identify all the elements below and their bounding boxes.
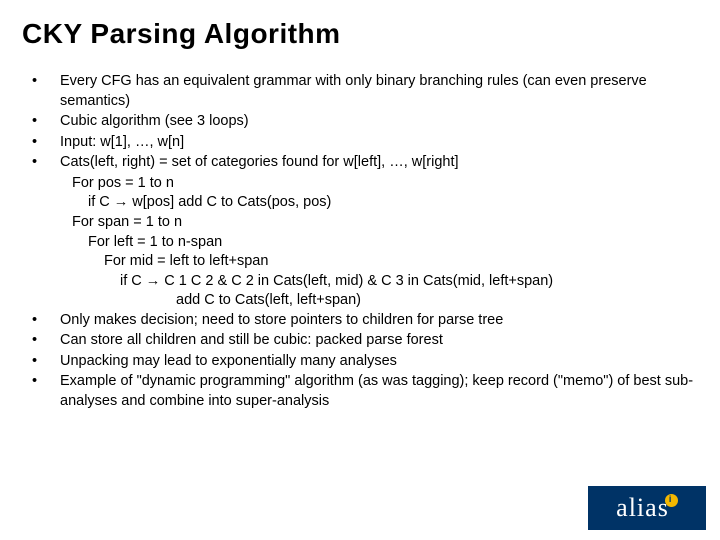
bullet-text: Cats(left, right) = set of categories fo… [60,153,700,173]
bullet-item: • Input: w[1], …, w[n] [30,133,700,153]
slide: CKY Parsing Algorithm • Every CFG has an… [0,0,720,540]
slide-content: • Every CFG has an equivalent grammar wi… [0,50,720,412]
bullet-text: Can store all children and still be cubi… [60,331,700,351]
bullet-text: Example of "dynamic programming" algorit… [60,372,700,411]
alias-logo: alias [588,486,706,530]
algo-line: For span = 1 to n [30,213,700,233]
bullet-text: Unpacking may lead to exponentially many… [60,352,700,372]
bullet-text: Every CFG has an equivalent grammar with… [60,72,700,111]
bullet-item: • Every CFG has an equivalent grammar wi… [30,72,700,111]
algo-line: For pos = 1 to n [30,174,700,194]
slide-title: CKY Parsing Algorithm [0,0,720,50]
bullet-icon: • [30,133,60,153]
bullet-item: • Can store all children and still be cu… [30,331,700,351]
bullet-text: Input: w[1], …, w[n] [60,133,700,153]
bullet-text: Cubic algorithm (see 3 loops) [60,112,700,132]
bullet-item: • Unpacking may lead to exponentially ma… [30,352,700,372]
bullet-icon: • [30,311,60,331]
algo-line: For mid = left to left+span [30,252,700,272]
algo-line: For left = 1 to n-span [30,233,700,253]
bullet-item: • Only makes decision; need to store poi… [30,311,700,331]
bullet-item: • Cubic algorithm (see 3 loops) [30,112,700,132]
algo-line: if C → C 1 C 2 & C 2 in Cats(left, mid) … [30,272,700,292]
bullet-text: Only makes decision; need to store point… [60,311,700,331]
bullet-item: • Example of "dynamic programming" algor… [30,372,700,411]
logo-word: alias [616,493,669,523]
bullet-icon: • [30,72,60,92]
logo-dot-icon [665,494,678,507]
bullet-icon: • [30,153,60,173]
algo-line: add C to Cats(left, left+span) [30,291,700,311]
bullet-icon: • [30,372,60,392]
bullet-icon: • [30,112,60,132]
bullet-icon: • [30,352,60,372]
logo-text: alias [616,493,678,523]
algo-line: if C → w[pos] add C to Cats(pos, pos) [30,193,700,213]
bullet-icon: • [30,331,60,351]
bullet-item: • Cats(left, right) = set of categories … [30,153,700,173]
